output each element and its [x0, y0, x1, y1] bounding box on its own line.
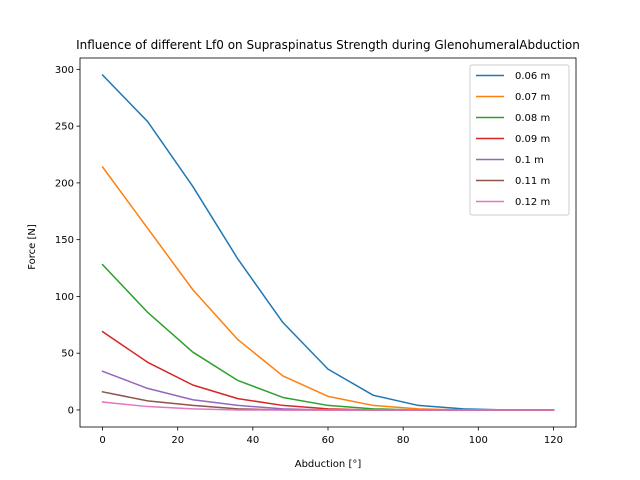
legend-label-3: 0.08 m — [515, 113, 550, 124]
y-tick-label-0: 0 — [68, 405, 74, 416]
x-tick-label-0: 0 — [99, 435, 105, 446]
y-tick-label-6: 300 — [55, 65, 74, 76]
x-tick-label-2: 40 — [246, 435, 259, 446]
legend-label-4: 0.09 m — [515, 134, 550, 145]
series-lines — [101, 73, 555, 411]
y-axis-label: Force [N] — [27, 224, 38, 270]
x-tick-label-3: 60 — [322, 435, 335, 446]
y-tick-label-3: 150 — [55, 235, 74, 246]
legend: 0.06 m 0.07 m 0.08 m 0.09 m 0.1 m 0.11 m 0.12 … — [469, 64, 570, 216]
legend-label-7: 0.12 m — [515, 197, 550, 208]
series-line-7 — [101, 401, 555, 411]
x-tick-label-6: 120 — [544, 435, 563, 446]
legend-label-6: 0.11 m — [515, 176, 550, 187]
legend-label-2: 0.07 m — [515, 92, 550, 103]
axes-frame — [79, 57, 577, 428]
legend-box — [469, 64, 570, 216]
y-tick-label-1: 50 — [61, 349, 74, 360]
y-tick-label-2: 100 — [55, 292, 74, 303]
x-tick-label-5: 100 — [469, 435, 488, 446]
legend-label-1: 0.06 m — [515, 71, 550, 82]
x-tick-label-1: 20 — [171, 435, 184, 446]
x-tick-label-4: 80 — [397, 435, 410, 446]
x-axis-label: Abduction [°] — [295, 459, 362, 470]
chart-title: Influence of different Lf0 on Supraspina… — [76, 38, 580, 52]
legend-label-5: 0.1 m — [515, 155, 544, 166]
y-tick-label-4: 200 — [55, 178, 74, 189]
series-line-1 — [101, 73, 555, 411]
y-tick-label-5: 250 — [55, 122, 74, 133]
axes: 0 20 40 60 80 100 120 0 50 100 150 200 250 300 — [55, 57, 577, 446]
